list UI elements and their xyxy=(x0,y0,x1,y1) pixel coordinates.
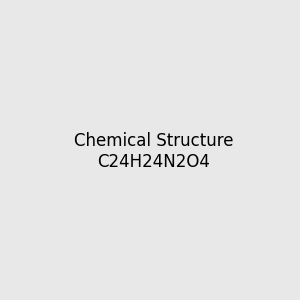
Text: Chemical Structure
C24H24N2O4: Chemical Structure C24H24N2O4 xyxy=(74,132,233,171)
